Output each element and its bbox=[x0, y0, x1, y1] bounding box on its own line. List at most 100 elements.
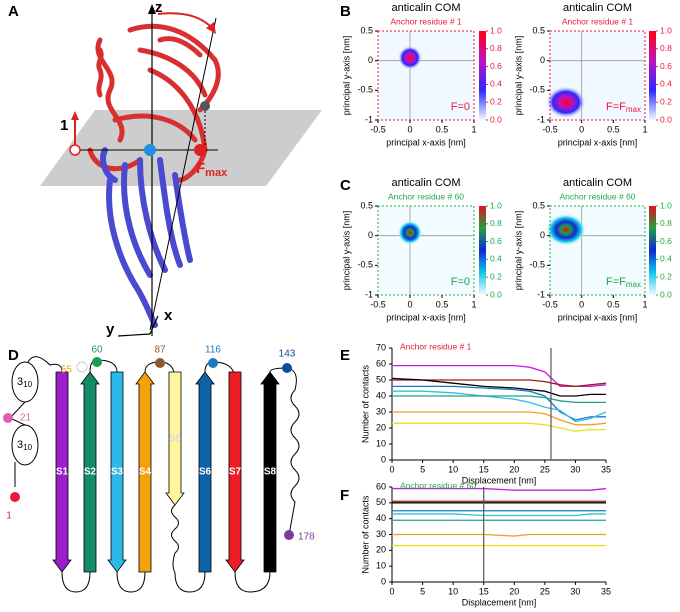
x-axis-label: principal x-axis [nm] bbox=[386, 137, 466, 147]
y-tick-label: 20 bbox=[376, 545, 386, 555]
residue-label: 55 bbox=[61, 365, 73, 376]
colorbar-tick-label: 0.2 bbox=[660, 96, 672, 106]
residue-label: 1 bbox=[6, 511, 12, 522]
residue-label: 178 bbox=[298, 532, 315, 543]
series-line bbox=[392, 422, 606, 432]
y-tick-label: 40 bbox=[376, 513, 386, 523]
annotation: F=0 bbox=[451, 101, 470, 113]
x-tick-label: 1 bbox=[642, 299, 647, 309]
y-tick-label: 10 bbox=[376, 438, 386, 448]
residue-dot bbox=[284, 530, 294, 540]
strand-label: S7 bbox=[229, 467, 242, 478]
x-tick-label: 35 bbox=[601, 586, 611, 596]
annotation-sub: max bbox=[626, 280, 641, 289]
force-label: F bbox=[196, 160, 205, 177]
colorbar-tick-label: 0.6 bbox=[660, 61, 672, 71]
strand-label: S5 bbox=[169, 433, 182, 444]
strand-label: S6 bbox=[199, 467, 212, 478]
annotation: F=0 bbox=[451, 276, 470, 288]
x-axis-label: principal x-axis [nm] bbox=[558, 137, 638, 147]
annotation-sub: max bbox=[626, 105, 641, 114]
panel-label: C bbox=[340, 177, 351, 194]
x-tick-label: 0 bbox=[389, 464, 394, 474]
residue-label: 143 bbox=[279, 349, 296, 360]
tilted-axis bbox=[149, 17, 217, 331]
colorbar-tick-label: 0.6 bbox=[660, 236, 672, 246]
residue-dot bbox=[155, 358, 165, 368]
axis-label: x bbox=[164, 307, 173, 324]
chart-subtitle: Anchor residue # 60 bbox=[388, 191, 464, 201]
strand-label: S3 bbox=[111, 467, 124, 478]
annotation: F=Fmax bbox=[606, 276, 641, 289]
series-line bbox=[392, 379, 607, 388]
colorbar-tick-label: 1.0 bbox=[490, 25, 502, 35]
colorbar-tick-label: 0.0 bbox=[660, 289, 672, 299]
y-tick-label: -0.5 bbox=[529, 85, 545, 95]
series-line bbox=[392, 364, 607, 388]
x-axis-label: Displacement [nm] bbox=[462, 475, 537, 485]
strand bbox=[225, 371, 245, 573]
y-tick-label: 10 bbox=[376, 561, 386, 571]
y-tick-label: 0.5 bbox=[360, 200, 373, 210]
colorbar bbox=[649, 31, 656, 120]
x-tick-label: 20 bbox=[509, 586, 519, 596]
red-domain bbox=[87, 23, 221, 183]
strand bbox=[80, 371, 100, 573]
x-tick-label: 0 bbox=[389, 586, 394, 596]
x-tick-label: 15 bbox=[479, 586, 489, 596]
strand-label: S8 bbox=[264, 467, 277, 478]
strand bbox=[195, 371, 215, 573]
residue-label: 87 bbox=[154, 345, 166, 356]
annotation: F=F bbox=[606, 101, 626, 113]
x-tick-label: 0.5 bbox=[607, 299, 620, 309]
colorbar bbox=[649, 206, 656, 295]
y-tick-label: 0.5 bbox=[532, 200, 545, 210]
chart-subtitle: Anchor residue # 1 bbox=[562, 16, 634, 26]
y-tick-label: 30 bbox=[376, 529, 386, 539]
series-line bbox=[392, 411, 607, 426]
axis-label: y bbox=[106, 321, 115, 338]
strand-label: S2 bbox=[84, 467, 97, 478]
plane bbox=[40, 110, 322, 186]
x-axis-label: principal x-axis [nm] bbox=[558, 312, 638, 322]
y-tick-label: 0 bbox=[368, 55, 373, 65]
helix-sub: 10 bbox=[23, 443, 32, 452]
x-tick-label: 0 bbox=[407, 124, 412, 134]
colorbar-tick-label: 0.8 bbox=[660, 218, 672, 228]
density-peak bbox=[398, 45, 422, 70]
chart-subtitle: Anchor residue # 1 bbox=[400, 341, 472, 351]
y-tick-label: 20 bbox=[376, 422, 386, 432]
y-tick-label: -1 bbox=[365, 114, 373, 124]
y-tick-label: 40 bbox=[376, 390, 386, 400]
colorbar-tick-label: 0.4 bbox=[660, 254, 672, 264]
colorbar-tick-label: 0.4 bbox=[660, 79, 672, 89]
colorbar-tick-label: 0.0 bbox=[660, 114, 672, 124]
plot-frame bbox=[377, 205, 475, 296]
blue-domain bbox=[100, 147, 193, 328]
helix-label: 310 bbox=[17, 376, 33, 389]
colorbar-tick-label: 0.8 bbox=[660, 43, 672, 53]
colorbar-tick-label: 0.2 bbox=[660, 271, 672, 281]
strand bbox=[52, 371, 72, 573]
colorbar-tick-label: 0.8 bbox=[490, 43, 502, 53]
strand bbox=[107, 371, 127, 573]
chart-subtitle: Anchor residue # 60 bbox=[559, 191, 635, 201]
x-tick-label: 25 bbox=[540, 586, 550, 596]
arrowhead bbox=[148, 4, 156, 14]
plot-background bbox=[378, 206, 474, 295]
residue-label: 60 bbox=[91, 345, 103, 356]
x-tick-label: 0 bbox=[407, 299, 412, 309]
x-tick-label: 5 bbox=[420, 464, 425, 474]
helix-sub: 10 bbox=[23, 380, 32, 389]
density-peak bbox=[545, 213, 586, 246]
y-axis-label: Number of contacts bbox=[360, 495, 370, 574]
panel-label: B bbox=[340, 3, 351, 20]
x-tick-label: 0.5 bbox=[607, 124, 620, 134]
residue-label: 1 bbox=[60, 117, 68, 134]
colorbar-tick-label: 0.6 bbox=[490, 236, 502, 246]
strand-label: S1 bbox=[56, 467, 69, 478]
x-tick-label: 10 bbox=[448, 586, 458, 596]
series-line bbox=[392, 513, 606, 517]
